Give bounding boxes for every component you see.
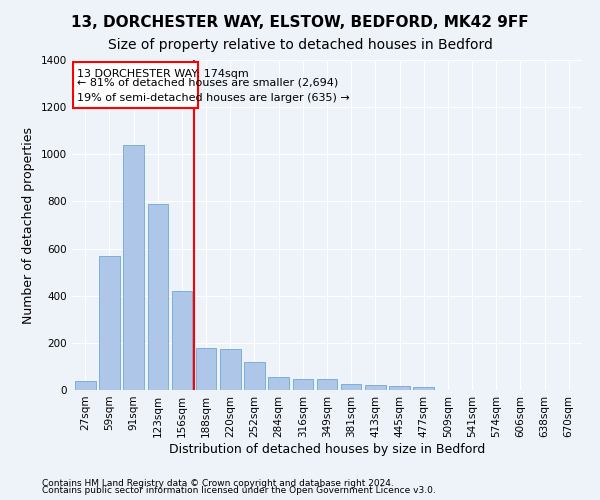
X-axis label: Distribution of detached houses by size in Bedford: Distribution of detached houses by size … bbox=[169, 442, 485, 456]
Text: Contains HM Land Registry data © Crown copyright and database right 2024.: Contains HM Land Registry data © Crown c… bbox=[42, 478, 394, 488]
Bar bbox=[268, 377, 289, 390]
Bar bbox=[293, 380, 313, 390]
Bar bbox=[172, 291, 192, 390]
Bar bbox=[413, 387, 434, 390]
Text: 19% of semi-detached houses are larger (635) →: 19% of semi-detached houses are larger (… bbox=[77, 92, 350, 102]
Bar bbox=[341, 384, 361, 390]
Text: ← 81% of detached houses are smaller (2,694): ← 81% of detached houses are smaller (2,… bbox=[77, 78, 338, 88]
Bar bbox=[220, 349, 241, 390]
Bar bbox=[148, 204, 168, 390]
Bar bbox=[75, 380, 95, 390]
Text: Contains public sector information licensed under the Open Government Licence v3: Contains public sector information licen… bbox=[42, 486, 436, 495]
Bar bbox=[124, 145, 144, 390]
Bar bbox=[317, 380, 337, 390]
Bar bbox=[389, 386, 410, 390]
Bar bbox=[99, 256, 120, 390]
FancyBboxPatch shape bbox=[73, 62, 197, 108]
Bar bbox=[244, 362, 265, 390]
Text: 13, DORCHESTER WAY, ELSTOW, BEDFORD, MK42 9FF: 13, DORCHESTER WAY, ELSTOW, BEDFORD, MK4… bbox=[71, 15, 529, 30]
Bar bbox=[365, 386, 386, 390]
Y-axis label: Number of detached properties: Number of detached properties bbox=[22, 126, 35, 324]
Bar bbox=[196, 348, 217, 390]
Text: Size of property relative to detached houses in Bedford: Size of property relative to detached ho… bbox=[107, 38, 493, 52]
Text: 13 DORCHESTER WAY: 174sqm: 13 DORCHESTER WAY: 174sqm bbox=[77, 70, 248, 80]
